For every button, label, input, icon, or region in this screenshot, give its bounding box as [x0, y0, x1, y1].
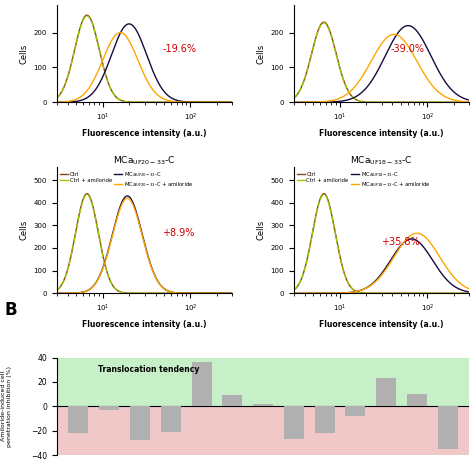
Y-axis label: Cells: Cells — [256, 220, 265, 240]
Text: +8.9%: +8.9% — [162, 228, 194, 238]
Bar — [68, 406, 89, 433]
Bar — [315, 406, 335, 433]
Bar — [438, 406, 458, 449]
X-axis label: Fluorescence intensity (a.u.): Fluorescence intensity (a.u.) — [82, 320, 207, 329]
X-axis label: Fluorescence intensity (a.u.): Fluorescence intensity (a.u.) — [319, 320, 444, 329]
Y-axis label: Cells: Cells — [256, 43, 265, 64]
Bar — [130, 406, 150, 440]
Bar — [346, 406, 365, 416]
Y-axis label: Cells: Cells — [19, 220, 28, 240]
Y-axis label: Amiloride-induced cell
penetration inhibition (%): Amiloride-induced cell penetration inhib… — [1, 366, 11, 447]
Bar — [99, 406, 119, 410]
Bar — [407, 394, 427, 406]
Bar — [376, 378, 396, 406]
Title: MCa$_\mathregular{UF20-33}$-C: MCa$_\mathregular{UF20-33}$-C — [113, 154, 176, 166]
X-axis label: Fluorescence intensity (a.u.): Fluorescence intensity (a.u.) — [82, 129, 207, 138]
Bar — [284, 406, 304, 439]
Y-axis label: Cells: Cells — [19, 43, 28, 64]
X-axis label: Fluorescence intensity (a.u.): Fluorescence intensity (a.u.) — [319, 129, 444, 138]
Legend: Ctrl, Ctrl + amiloride, MCa$_\mathregular{UF18-33}$-C, MCa$_\mathregular{UF18-33: Ctrl, Ctrl + amiloride, MCa$_\mathregula… — [296, 169, 431, 189]
Bar — [57, 406, 469, 455]
Title: MCa$_\mathregular{UF18-33}$-C: MCa$_\mathregular{UF18-33}$-C — [350, 154, 413, 166]
Text: +35.8%: +35.8% — [382, 237, 420, 247]
Bar — [57, 357, 469, 406]
Text: -19.6%: -19.6% — [162, 44, 196, 54]
Legend: Ctrl, Ctrl + amiloride, MCa$_\mathregular{UF20-33}$-C, MCa$_\mathregular{UF20-33: Ctrl, Ctrl + amiloride, MCa$_\mathregula… — [60, 169, 194, 189]
Text: Translocation tendency: Translocation tendency — [98, 365, 200, 374]
Text: B: B — [5, 301, 18, 319]
Bar — [161, 406, 181, 432]
Text: -39.0%: -39.0% — [390, 44, 424, 54]
Bar — [253, 404, 273, 406]
Bar — [191, 363, 211, 406]
Bar — [222, 395, 242, 406]
